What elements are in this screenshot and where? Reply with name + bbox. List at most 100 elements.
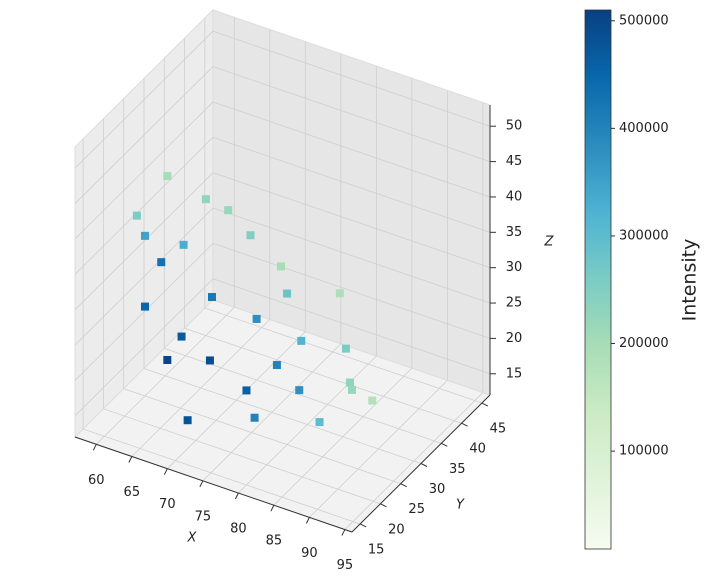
z-tick-label: 35: [506, 225, 523, 240]
x-axis: [74, 436, 353, 533]
z-tick-label: 30: [506, 260, 523, 275]
point: [272, 361, 281, 370]
point: [201, 195, 210, 204]
x-tick-label: 75: [195, 509, 212, 524]
point: [283, 289, 292, 298]
y-tick-label: 35: [449, 462, 466, 477]
z-tick-label: 50: [506, 119, 523, 134]
colorbar-tick-label: 300000: [619, 228, 669, 243]
point: [224, 206, 233, 215]
x-tick-label: 70: [159, 497, 176, 512]
point: [368, 396, 377, 405]
y-tick-label: 30: [429, 482, 446, 497]
point: [345, 378, 354, 387]
x-tick-label: 60: [88, 473, 105, 488]
y-tick-label: 25: [408, 502, 425, 517]
colorbar-tick-label: 200000: [619, 336, 669, 351]
point: [335, 289, 344, 298]
colorbar-tick-label: 500000: [619, 13, 669, 28]
grid-line: [74, 172, 214, 310]
x-tick: [270, 504, 275, 512]
grid-line: [74, 207, 214, 346]
x-tick-label: 80: [230, 522, 247, 537]
y-tick: [441, 442, 448, 447]
grid-line: [143, 368, 422, 464]
x-tick-label: 95: [337, 558, 354, 573]
grid-line: [74, 30, 214, 169]
grid-line: [74, 243, 214, 381]
grid-line: [212, 207, 491, 304]
y-tick: [400, 483, 407, 488]
point: [341, 344, 350, 353]
grid-line: [212, 30, 491, 127]
point: [250, 413, 259, 422]
grid-line: [123, 388, 401, 485]
y-tick: [461, 422, 468, 427]
y-tick: [420, 463, 428, 467]
point: [242, 386, 251, 395]
y-tick: [380, 503, 387, 508]
grid-line: [74, 66, 214, 204]
grid-line: [212, 101, 491, 198]
point: [179, 240, 188, 249]
colorbar-label: Intensity: [679, 239, 701, 322]
y-tick: [481, 402, 489, 407]
x-axis-label: X: [187, 531, 198, 546]
point: [157, 258, 166, 267]
x-tick: [92, 444, 97, 451]
y-tick-label: 45: [490, 422, 507, 437]
point: [297, 336, 306, 345]
point: [177, 332, 186, 341]
z-tick-label: 20: [506, 331, 523, 346]
colorbar-tick-label: 400000: [619, 121, 669, 136]
point: [205, 356, 214, 365]
grid-line: [204, 307, 483, 404]
grid-line: [103, 408, 381, 505]
y-tick-label: 15: [368, 542, 385, 557]
axes-panels: [74, 8, 491, 533]
colorbar-tick-label: 100000: [619, 444, 669, 459]
grid-line: [74, 278, 214, 417]
x-tick: [305, 517, 310, 524]
y-axis-label: Y: [456, 498, 465, 513]
grid-line: [82, 428, 361, 525]
grid-line: [74, 101, 214, 240]
point: [207, 293, 216, 302]
x-tick: [341, 529, 346, 536]
y-tick: [359, 523, 367, 528]
point: [141, 231, 150, 240]
x-tick-label: 65: [124, 485, 141, 500]
z-axis-label: Z: [544, 235, 555, 250]
z-tick-label: 25: [506, 296, 523, 311]
point: [246, 231, 255, 240]
x-tick: [128, 456, 133, 463]
point: [276, 262, 285, 271]
grid-line: [212, 243, 491, 339]
grid-line: [212, 66, 491, 162]
x-tick: [163, 468, 168, 475]
x-tick-label: 85: [266, 534, 283, 549]
x-tick-label: 90: [301, 546, 318, 561]
z-tick-label: 45: [506, 154, 523, 169]
point: [132, 211, 141, 220]
x-tick: [234, 492, 239, 500]
colorbar: [584, 9, 612, 550]
x-tick: [199, 480, 204, 488]
point: [163, 355, 172, 364]
point: [295, 386, 304, 395]
point: [315, 418, 324, 427]
z-tick-label: 40: [506, 189, 523, 204]
grid-line: [212, 172, 491, 269]
y-tick-label: 40: [469, 442, 486, 457]
grid-line: [74, 137, 214, 275]
point: [252, 314, 261, 323]
z-tick-label: 15: [506, 366, 523, 381]
grid-line: [212, 136, 491, 233]
point: [163, 172, 172, 181]
point: [141, 302, 150, 311]
grid-line: [212, 278, 491, 375]
point: [348, 385, 357, 394]
point: [183, 416, 192, 425]
grid-line: [184, 327, 462, 424]
